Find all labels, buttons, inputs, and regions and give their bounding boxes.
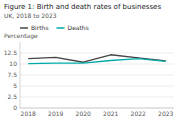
y-axis-line [20,42,21,108]
grid [20,53,174,108]
grid-line [20,108,174,109]
grid-line [20,75,174,76]
y-tick-label: 12.5 [4,49,18,56]
grid-line [20,97,174,98]
series-line [28,59,166,64]
y-tick-label: 0 [13,104,17,111]
legend-item: Deaths [57,24,89,31]
legend-swatch [20,27,28,29]
y-tick-label: 10 [9,60,17,67]
x-tick-label: 2018 [21,110,36,117]
y-tick-label: 2.5 [7,93,17,100]
legend-swatch [57,27,65,29]
chart: Figure 1: Birth and death rates of busin… [0,0,180,125]
title: Figure 1: Birth and death rates of busin… [4,3,161,11]
x-tick-label: 2023 [158,110,173,117]
series-group [28,55,166,64]
legend-label: Deaths [68,24,89,31]
x-tick-label: 2020 [76,110,91,117]
y-tick-label: 5 [13,82,17,89]
legend: Births Deaths [20,24,89,31]
series-line [28,55,166,62]
grid-line [20,53,174,54]
x-tick-label: 2021 [103,110,118,117]
x-axis-line [20,108,174,109]
x-tick-label: 2022 [131,110,146,117]
legend-item: Births [20,24,49,31]
y-axis-label: Percentage [4,32,38,40]
y-tick-label: 7.5 [7,71,17,78]
x-tick-label: 2019 [48,110,63,117]
legend-label: Births [31,24,49,31]
subtitle: UK, 2018 to 2023 [4,12,57,19]
grid-line [20,86,174,87]
